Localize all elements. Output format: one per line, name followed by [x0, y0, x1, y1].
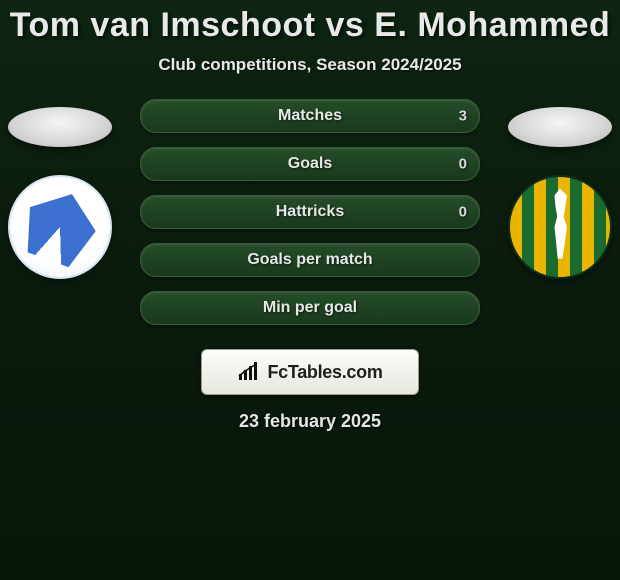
player-right-photo-placeholder: [508, 107, 612, 147]
stat-row-matches: Matches 3: [140, 99, 480, 133]
stat-row-hattricks: Hattricks 0: [140, 195, 480, 229]
stat-label: Hattricks: [276, 203, 344, 221]
date-text: 23 february 2025: [0, 411, 620, 432]
stat-row-min-per-goal: Min per goal: [140, 291, 480, 325]
stat-label: Matches: [278, 107, 342, 125]
ado-den-haag-crest: [508, 175, 612, 279]
subtitle: Club competitions, Season 2024/2025: [0, 55, 620, 75]
branding-badge: FcTables.com: [201, 349, 419, 395]
page-title: Tom van Imschoot vs E. Mohammed: [0, 0, 620, 45]
player-left-column: [0, 103, 120, 333]
stat-value: 0: [459, 204, 467, 221]
stat-label: Min per goal: [263, 299, 357, 317]
stat-row-goals-per-match: Goals per match: [140, 243, 480, 277]
chart-icon: [237, 362, 261, 382]
stats-list: Matches 3 Goals 0 Hattricks 0 Goals per …: [140, 99, 480, 339]
stat-value: 3: [459, 108, 467, 125]
comparison-card: Tom van Imschoot vs E. Mohammed Club com…: [0, 0, 620, 580]
branding-text: FcTables.com: [267, 362, 382, 383]
player-right-column: [500, 103, 620, 333]
stat-value: 0: [459, 156, 467, 173]
stat-row-goals: Goals 0: [140, 147, 480, 181]
fc-eindhoven-crest: [8, 175, 112, 279]
player-left-photo-placeholder: [8, 107, 112, 147]
stat-label: Goals per match: [247, 251, 372, 269]
comparison-body: Matches 3 Goals 0 Hattricks 0 Goals per …: [0, 103, 620, 333]
stat-label: Goals: [288, 155, 332, 173]
